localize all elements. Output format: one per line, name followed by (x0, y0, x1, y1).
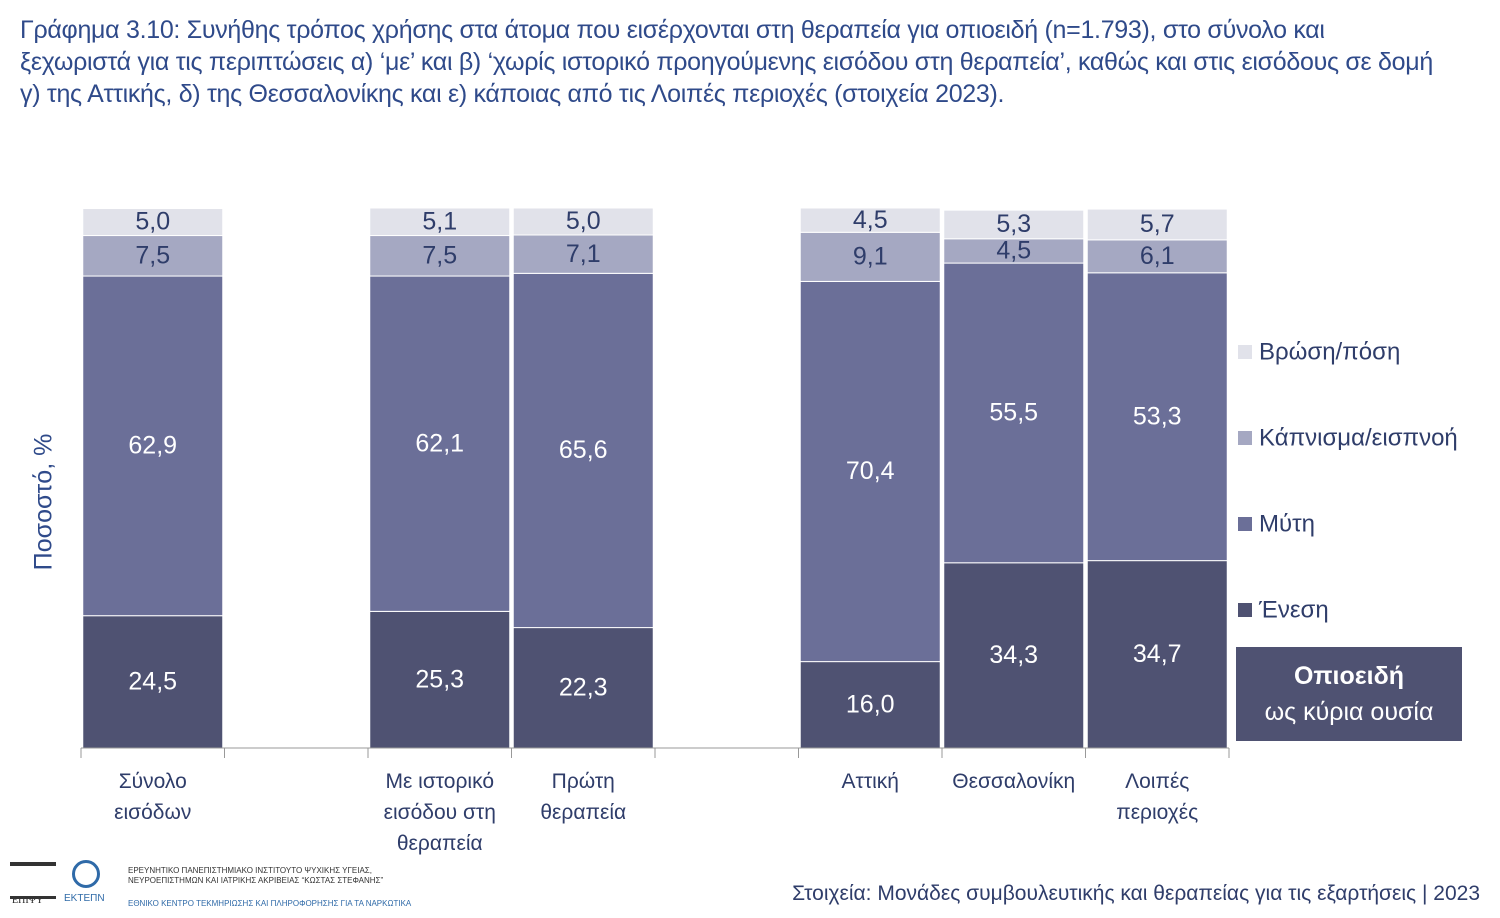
logo-text: ΕΠΙΨΥ (12, 895, 44, 906)
data-label: 7,5 (135, 241, 170, 269)
source: Στοιχεία: Μονάδες συμβουλευτικής και θερ… (792, 882, 1480, 905)
x-tick-label: Αττική (841, 770, 899, 793)
bar-segment (512, 627, 654, 749)
bar-segment (512, 272, 654, 629)
data-label: 62,9 (128, 431, 177, 459)
x-tick-label: Λοιπές περιοχές (1116, 770, 1199, 824)
data-label: 6,1 (1140, 242, 1175, 270)
data-label: 24,5 (128, 667, 177, 695)
data-label: 65,6 (559, 436, 608, 464)
data-label: 25,3 (415, 665, 464, 693)
data-label: 4,5 (853, 206, 888, 234)
bar-segment (1086, 272, 1228, 562)
logo-icon (10, 862, 56, 899)
legend-label: Ένεση (1258, 596, 1329, 623)
data-label: 5,3 (996, 210, 1031, 238)
annotation-box: Οπιοειδή ως κύρια ουσία (1236, 647, 1462, 741)
bar-segment (82, 208, 224, 237)
institute-name: ΕΡΕΥΝΗΤΙΚΟ ΠΑΝΕΠΙΣΤΗΜΙΑΚΟ ΙΝΣΤΙΤΟΥΤΟ ΨΥΧ… (128, 866, 384, 885)
centre-name: ΕΘΝΙΚΟ ΚΕΝΤΡΟ ΤΕΚΜΗΡΙΩΣΗΣ ΚΑΙ ΠΛΗΡΟΦΟΡΗΣ… (128, 899, 412, 908)
x-tick-label: Πρώτη θεραπεία (540, 770, 627, 824)
bar-segment (82, 275, 224, 617)
data-label: 53,3 (1133, 402, 1182, 430)
legend-swatch (1238, 517, 1252, 531)
data-label: 9,1 (853, 242, 888, 270)
data-label: 16,0 (846, 690, 895, 718)
bar-segment (1086, 239, 1228, 274)
data-label: 7,1 (566, 240, 601, 268)
bar-segment (799, 280, 941, 663)
bar-segment (369, 275, 511, 612)
data-label: 4,5 (996, 237, 1031, 265)
bar-segment (1086, 208, 1228, 241)
bar-segment (369, 235, 511, 277)
bar-segment (799, 207, 941, 233)
bar-segment (82, 235, 224, 277)
x-tick-label: Με ιστορικό εισόδου στη θεραπεία (383, 770, 496, 855)
bar-segment (943, 238, 1085, 264)
legend-label: Κάπνισμα/εισπνοή (1259, 424, 1458, 451)
data-label: 5,0 (135, 208, 170, 236)
bar-segment (943, 262, 1085, 564)
bar-segment (512, 207, 654, 236)
logo-icon (72, 860, 100, 888)
legend-label: Μύτη (1259, 510, 1315, 537)
y-axis-label: Ποσοστό, % (30, 434, 58, 571)
data-label: 7,5 (422, 241, 457, 269)
legend-swatch (1238, 603, 1252, 617)
data-label: 5,0 (566, 207, 601, 235)
legend-label: Βρώση/πόση (1259, 338, 1400, 365)
legend-swatch (1238, 431, 1252, 445)
data-label: 70,4 (846, 457, 895, 485)
bar-segment (369, 207, 511, 237)
data-label: 5,7 (1140, 210, 1175, 238)
x-tick-label: Θεσσαλονίκη (952, 770, 1076, 793)
legend-swatch (1238, 345, 1252, 359)
data-label: 5,1 (422, 207, 457, 235)
logo-text: ΕΚΤΕΠΝ (64, 893, 105, 904)
bar-segment (512, 234, 654, 274)
data-label: 34,3 (989, 641, 1038, 669)
bar-segment (1086, 560, 1228, 749)
box-title: Οπιοειδή (1293, 662, 1405, 690)
x-tick-label: Σύνολο εισόδων (114, 770, 192, 824)
data-label: 22,3 (559, 673, 608, 701)
bar-segment (82, 615, 224, 749)
box-subtitle: ως κύρια ουσία (1264, 698, 1434, 726)
bar-segment (943, 209, 1085, 240)
bar-segment (943, 562, 1085, 749)
chart-title: Γράφημα 3.10: Συνήθης τρόπος χρήσης στα … (20, 16, 1433, 108)
data-label: 62,1 (415, 429, 464, 457)
data-label: 34,7 (1133, 640, 1182, 668)
data-label: 55,5 (989, 399, 1038, 427)
bar-segment (369, 610, 511, 749)
